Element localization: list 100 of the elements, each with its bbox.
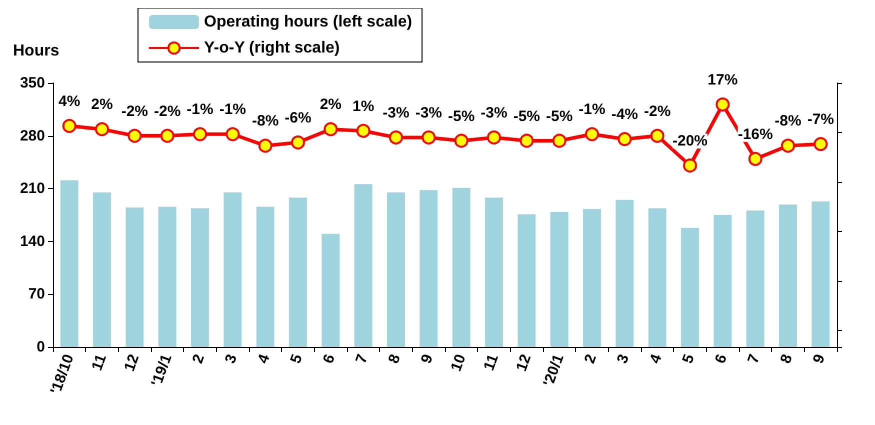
y-tick-label: 210: [20, 180, 45, 198]
x-tick-label: 11: [480, 352, 502, 373]
data-label: -2%: [644, 102, 671, 120]
x-tick-label: '18/10: [47, 352, 78, 397]
bar: [60, 180, 78, 347]
bar: [616, 200, 634, 347]
data-label: 2%: [91, 96, 113, 114]
bar: [191, 208, 209, 347]
x-tick-label: 12: [512, 352, 535, 374]
data-label: -3%: [382, 104, 410, 122]
data-label: -2%: [154, 102, 181, 120]
point: [650, 128, 664, 143]
data-label: 2%: [320, 96, 342, 114]
bar: [779, 204, 797, 347]
data-label: -5%: [448, 108, 475, 125]
bar: [322, 234, 340, 347]
data-label: 17%: [708, 71, 738, 88]
bar: [518, 214, 536, 347]
point: [160, 128, 174, 143]
point: [520, 134, 534, 148]
x-tick-label: 4: [646, 351, 666, 366]
x-tick-label: 6: [320, 352, 339, 366]
bar: [714, 215, 732, 347]
data-label: -3%: [415, 104, 442, 122]
x-tick-label: 2: [581, 352, 600, 366]
bar: [648, 208, 666, 347]
data-label: -16%: [738, 126, 773, 143]
point: [356, 124, 370, 138]
x-tick-label: 2: [189, 352, 208, 366]
data-label: -2%: [121, 102, 148, 120]
point: [552, 134, 566, 148]
x-tick-label: 11: [88, 352, 110, 373]
bar: [224, 192, 242, 347]
bar: [550, 212, 568, 347]
x-tick-label: 8: [385, 352, 404, 366]
point: [585, 127, 599, 142]
data-label: 4%: [58, 92, 80, 110]
point: [193, 127, 207, 142]
x-tick-label: 4: [254, 351, 274, 366]
x-tick-label: 7: [352, 352, 372, 366]
data-label: -8%: [252, 112, 279, 130]
y-axis-title: Hours: [13, 42, 60, 60]
y-tick-label: 70: [28, 286, 45, 303]
point: [422, 130, 436, 144]
x-tick-label: 9: [810, 352, 829, 366]
bar: [681, 228, 699, 347]
data-label: -5%: [546, 108, 573, 125]
bar: [256, 206, 274, 347]
y-tick-label: 280: [20, 127, 45, 144]
point: [781, 138, 795, 153]
data-label: -1%: [219, 101, 246, 118]
bar: [289, 198, 307, 347]
legend-label: Operating hours (left scale): [204, 14, 412, 30]
point: [716, 97, 730, 112]
x-tick-label: 6: [712, 352, 731, 366]
data-label: -1%: [578, 101, 606, 118]
x-tick-label: 7: [744, 352, 764, 366]
data-label: -5%: [513, 108, 540, 125]
x-tick-label: 8: [777, 352, 796, 366]
y-tick-label: 140: [20, 232, 45, 250]
bar: [812, 201, 830, 347]
bar: [420, 190, 438, 347]
x-tick-label: 10: [448, 352, 470, 374]
point: [748, 152, 762, 166]
bar: [452, 188, 470, 347]
legend-label: Y-o-Y (right scale): [204, 40, 340, 56]
data-label: -8%: [774, 112, 802, 130]
bar: [93, 192, 111, 347]
data-label: 1%: [352, 98, 374, 115]
x-tick-label: 3: [222, 352, 241, 366]
point: [618, 132, 632, 146]
point: [487, 130, 501, 144]
bar: [387, 192, 405, 347]
x-tick-label: 5: [287, 352, 306, 366]
point: [226, 127, 240, 142]
data-label: -1%: [186, 101, 214, 118]
bar: [126, 207, 144, 347]
bar: [158, 206, 176, 347]
data-label: -20%: [672, 132, 708, 150]
x-tick-label: 3: [614, 352, 633, 366]
point: [291, 135, 305, 150]
bar: [746, 210, 764, 347]
point: [389, 130, 403, 144]
data-label: -4%: [611, 106, 638, 124]
data-label: -6%: [284, 109, 312, 126]
point: [62, 118, 76, 133]
x-tick-label: 9: [418, 352, 437, 366]
bar: [485, 198, 503, 347]
data-label: -3%: [480, 104, 508, 122]
point: [814, 137, 828, 152]
x-tick-label: '19/1: [148, 352, 176, 389]
point: [324, 122, 338, 136]
point: [95, 122, 109, 136]
point: [683, 158, 697, 172]
data-label: -7%: [807, 111, 834, 128]
x-tick-label: 12: [120, 352, 143, 374]
x-tick-label: 5: [679, 352, 698, 366]
point: [454, 134, 468, 148]
y-tick-label: 0: [36, 338, 45, 356]
x-tick-label: '20/1: [540, 352, 568, 389]
